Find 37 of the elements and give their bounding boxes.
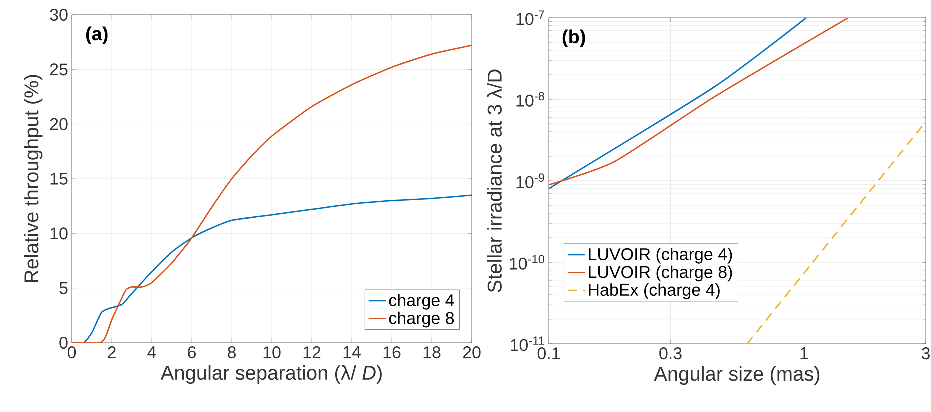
x-tick-label: 10 (264, 346, 281, 359)
x-tick-label: 0.3 (660, 348, 682, 360)
x-tick-label: 6 (188, 346, 196, 359)
x-tick-label: 14 (344, 346, 361, 358)
x-tick-label: 0 (68, 346, 76, 359)
y-tick-label: 30 (50, 8, 68, 22)
x-tick-label: 3 (922, 348, 930, 360)
y-tick-label: 5 (60, 282, 68, 294)
y-tick-label: 10$^{-9}$ (516, 174, 544, 188)
y-tick-label: 10 (50, 228, 68, 240)
y-tick-label: 10$^{-10}$ (510, 255, 544, 270)
line-series (72, 44, 472, 343)
annotation: (b) (562, 30, 586, 48)
annotation: (a) (86, 26, 108, 44)
y-tick-label: 0 (60, 336, 68, 350)
x-tick-label: 2 (108, 346, 116, 358)
x-tick-label: 12 (304, 346, 321, 358)
y-axis-title: Relative throughput (%) (24, 75, 43, 282)
y-tick-label: 25 (50, 64, 68, 76)
legend-label: LUVOIR (charge 8) (589, 266, 732, 282)
y-axis-title: Stellar irradiance at 3 λ/D (487, 70, 502, 292)
x-axis-title: Angular size (mas) (654, 366, 820, 386)
x-tick-label: 18 (424, 346, 441, 359)
y-tick-label: 20 (50, 118, 68, 130)
legend-label: charge 8 (389, 312, 454, 328)
x-tick-label: 16 (384, 346, 401, 359)
legend-label: charge 4 (389, 294, 454, 310)
legend-label: HabEx (charge 4) (589, 284, 720, 300)
y-tick-label: 10$^{-7}$ (516, 10, 544, 26)
x-axis-title: Angular separation (λ/ D) (160, 365, 382, 384)
x-tick-label: 1 (800, 348, 808, 360)
y-tick-label: 10$^{-8}$ (516, 92, 544, 107)
x-tick-label: 4 (148, 346, 156, 358)
x-tick-label: 20 (463, 346, 481, 359)
legend-label: LUVOIR (charge 4) (589, 248, 732, 264)
x-tick-label: 8 (228, 346, 236, 359)
y-tick-label: 15 (50, 173, 68, 185)
